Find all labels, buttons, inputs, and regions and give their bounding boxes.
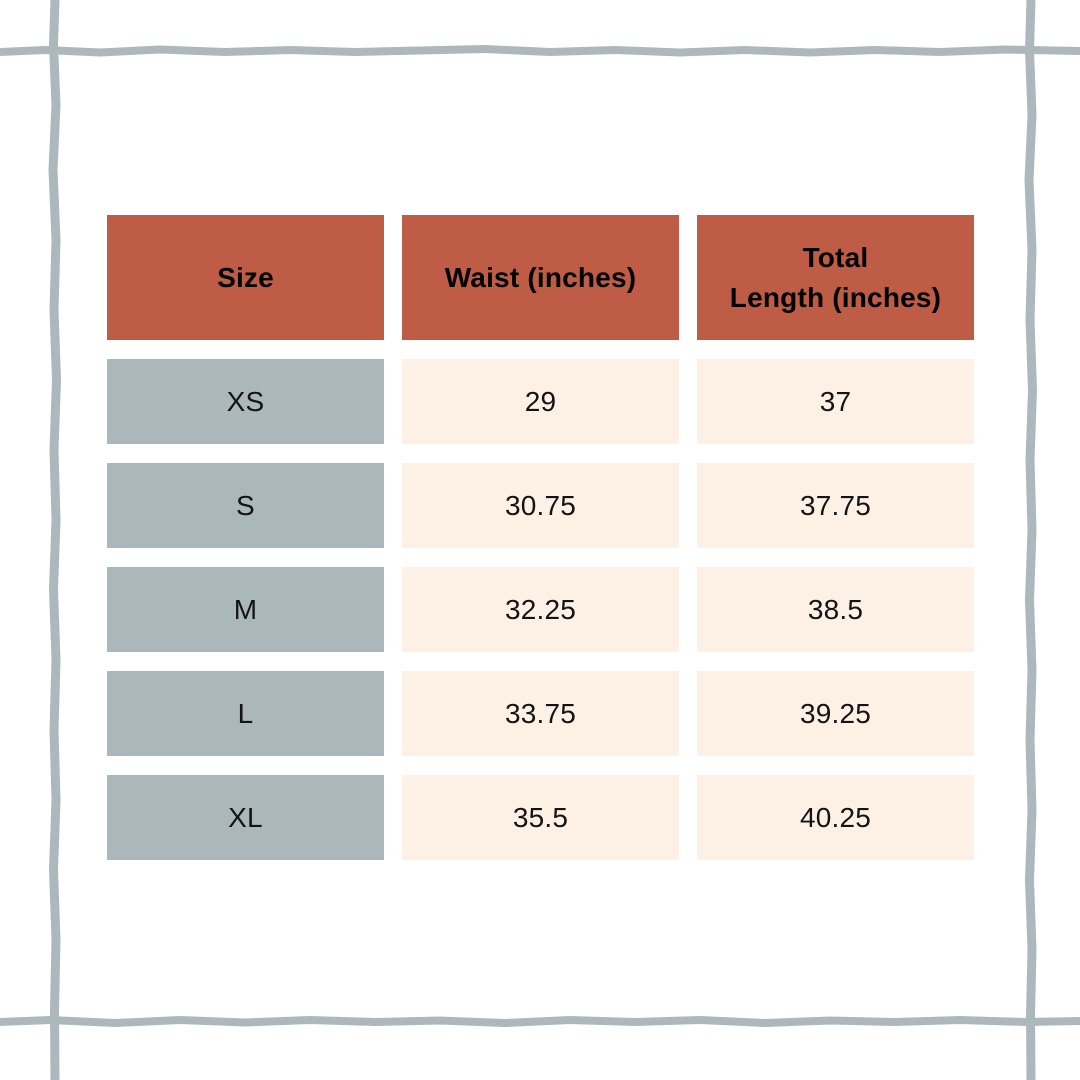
length-cell-xs: 37 (697, 359, 974, 444)
size-chart-table: Size Waist (inches) Total Length (inches… (107, 215, 974, 860)
size-cell-m: M (107, 567, 384, 652)
column-header-size: Size (107, 215, 384, 340)
length-cell-s: 37.75 (697, 463, 974, 548)
length-cell-xl: 40.25 (697, 775, 974, 860)
size-cell-l: L (107, 671, 384, 756)
frame-top-line (0, 45, 1080, 57)
waist-cell-xl: 35.5 (402, 775, 679, 860)
column-header-waist: Waist (inches) (402, 215, 679, 340)
waist-cell-s: 30.75 (402, 463, 679, 548)
column-header-total-length: Total Length (inches) (697, 215, 974, 340)
waist-cell-xs: 29 (402, 359, 679, 444)
length-cell-l: 39.25 (697, 671, 974, 756)
size-cell-s: S (107, 463, 384, 548)
frame-right-line (1024, 0, 1037, 1080)
size-cell-xs: XS (107, 359, 384, 444)
frame-left-line (48, 0, 61, 1080)
size-cell-xl: XL (107, 775, 384, 860)
frame-bottom-line (0, 1016, 1080, 1027)
waist-cell-m: 32.25 (402, 567, 679, 652)
length-cell-m: 38.5 (697, 567, 974, 652)
waist-cell-l: 33.75 (402, 671, 679, 756)
